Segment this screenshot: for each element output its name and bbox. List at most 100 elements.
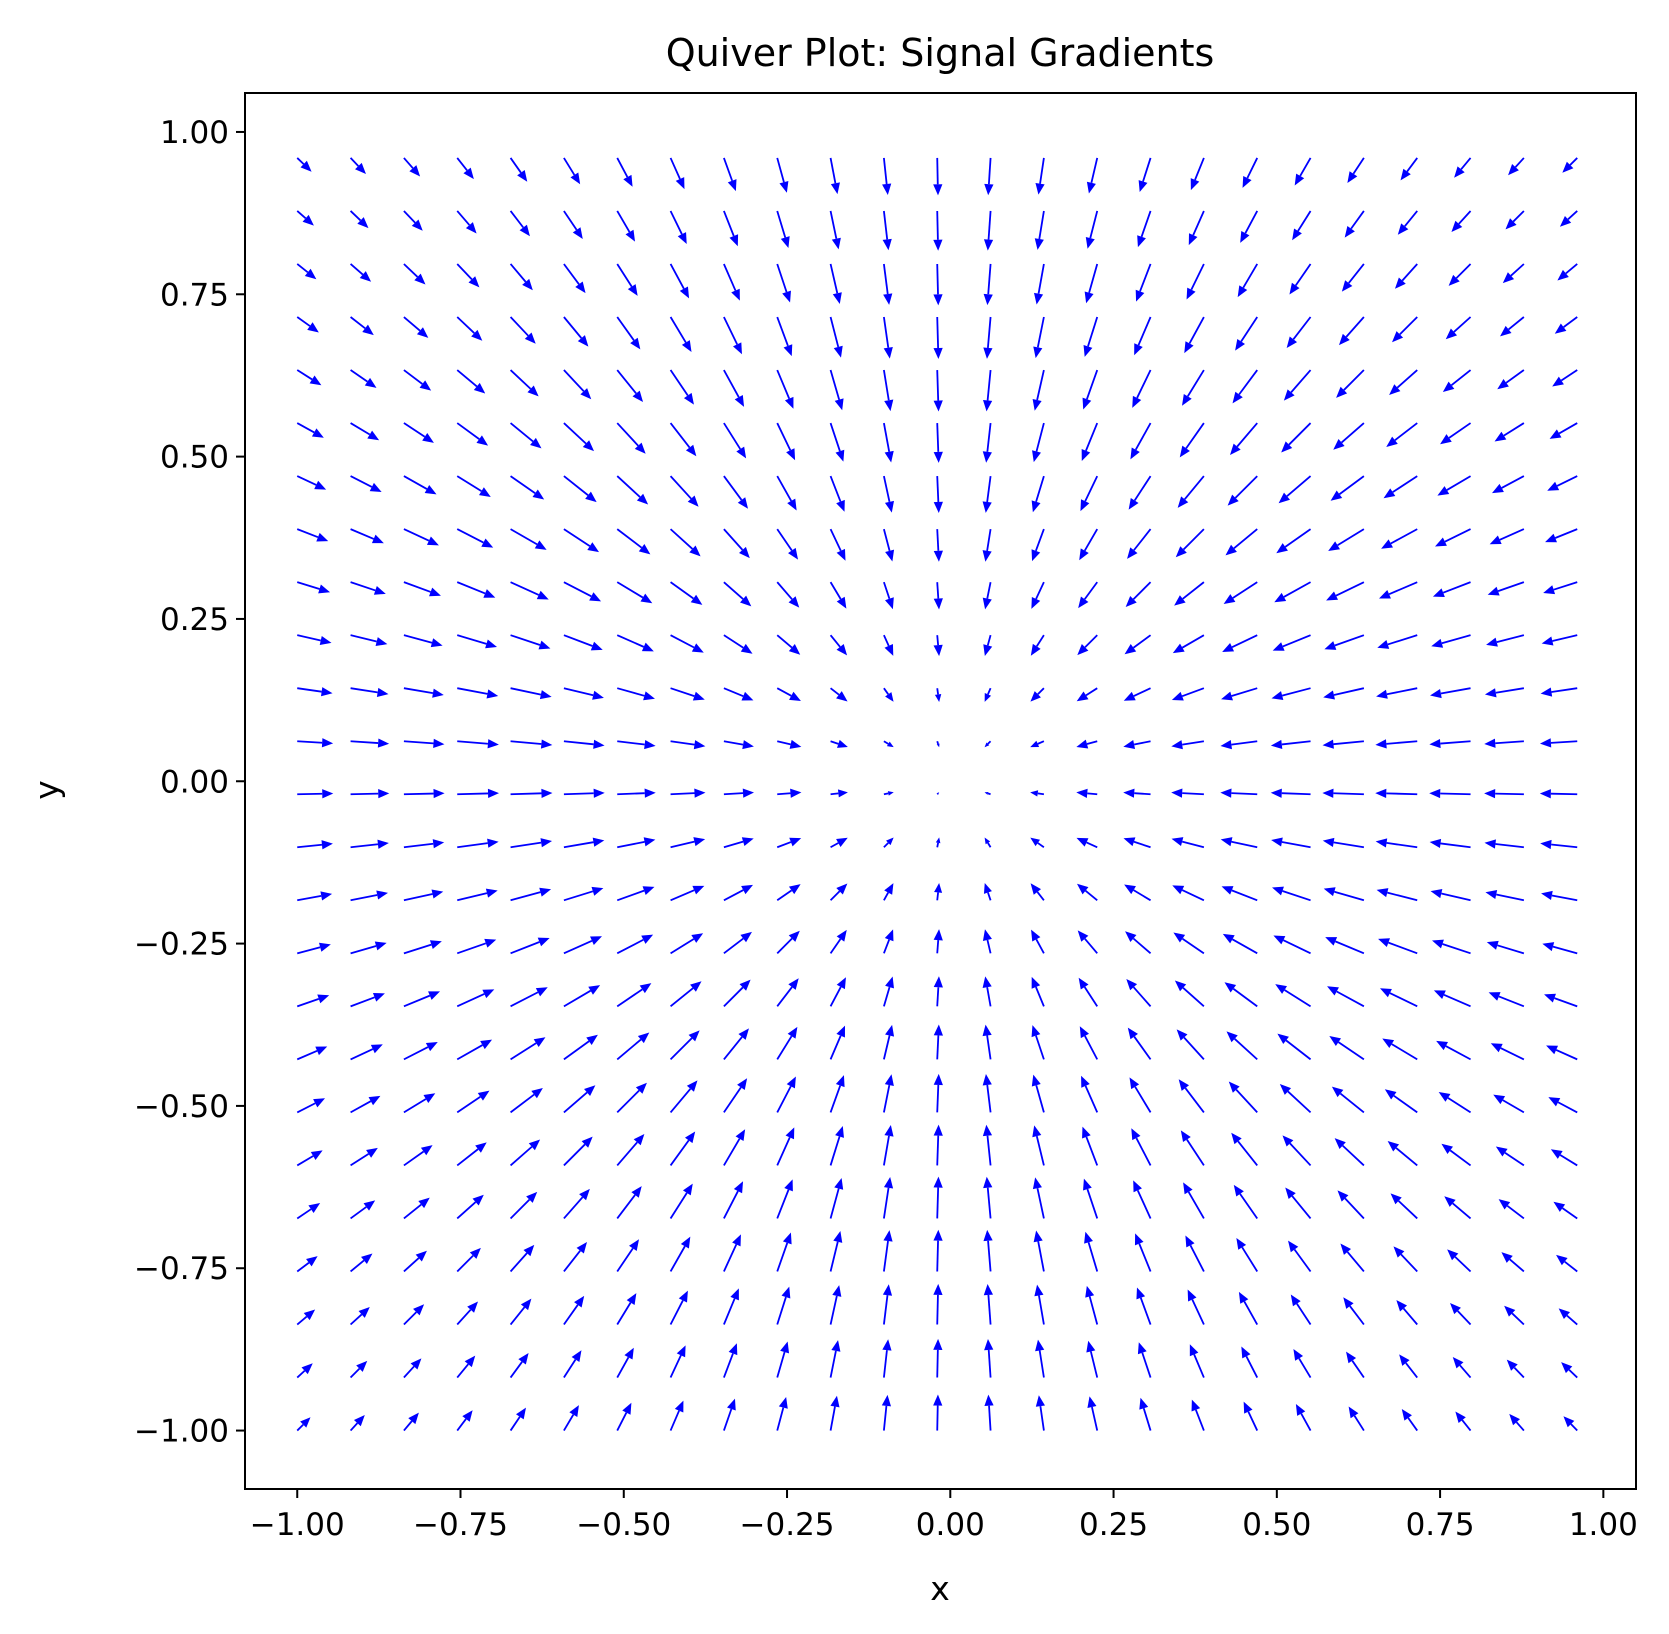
- quiver-arrow: [457, 838, 499, 849]
- quiver-arrow: [1540, 687, 1578, 697]
- x-tick-label: 0.00: [916, 1507, 985, 1543]
- quiver-arrow: [616, 316, 641, 350]
- quiver-arrow: [1271, 687, 1311, 701]
- quiver-arrow: [1324, 634, 1365, 650]
- quiver-arrow: [1084, 1231, 1099, 1272]
- quiver-arrow: [1139, 1397, 1152, 1431]
- quiver-arrow: [296, 263, 317, 280]
- quiver-arrow: [723, 884, 754, 902]
- quiver-arrow: [349, 1307, 370, 1326]
- quiver-arrow: [1401, 1408, 1418, 1432]
- quiver-arrow: [1032, 369, 1045, 411]
- quiver-arrow: [933, 370, 943, 412]
- quiver-arrow: [1081, 422, 1099, 461]
- quiver-arrow: [1087, 1396, 1099, 1431]
- quiver-arrow: [1484, 788, 1524, 799]
- quiver-arrow: [1137, 1342, 1152, 1378]
- quiver-arrow: [883, 837, 894, 848]
- quiver-arrow: [563, 157, 581, 185]
- quiver-arrow: [776, 1026, 798, 1060]
- quiver-arrow: [983, 263, 993, 306]
- quiver-arrow: [1174, 581, 1205, 606]
- quiver-arrow: [1123, 788, 1151, 798]
- quiver-arrow: [350, 890, 388, 902]
- quiver-arrow: [1294, 157, 1312, 186]
- quiver-arrow: [1233, 1184, 1258, 1219]
- quiver-arrow: [616, 634, 654, 652]
- quiver-arrow: [296, 1203, 321, 1220]
- quiver-arrow: [509, 1298, 532, 1326]
- quiver-arrow: [1323, 687, 1365, 700]
- quiver-arrow: [777, 788, 802, 798]
- quiver-arrow: [670, 933, 704, 955]
- quiver-arrow: [1271, 837, 1311, 849]
- quiver-arrow: [936, 792, 940, 795]
- quiver-arrow: [1270, 739, 1311, 750]
- quiver-arrow: [1322, 739, 1364, 749]
- quiver-arrow: [296, 581, 331, 594]
- quiver-arrow: [1434, 528, 1471, 547]
- quiver-arrow: [1288, 1240, 1312, 1273]
- quiver-arrow: [723, 634, 753, 654]
- quiver-arrow: [933, 1283, 943, 1325]
- quiver-arrow: [933, 529, 943, 562]
- quiver-arrow: [982, 929, 992, 954]
- quiver-arrow: [1242, 157, 1259, 188]
- quiver-arrow: [829, 369, 844, 411]
- quiver-arrow: [1186, 263, 1205, 300]
- quiver-arrow: [350, 992, 385, 1008]
- quiver-arrow: [1222, 933, 1258, 955]
- quiver-arrow: [1493, 1094, 1525, 1114]
- quiver-arrow: [669, 1400, 684, 1431]
- quiver-arrow: [1084, 263, 1099, 304]
- x-tick-label: 0.75: [1406, 1507, 1475, 1543]
- quiver-arrow: [1077, 634, 1098, 656]
- quiver-arrow: [1547, 475, 1578, 491]
- quiver-arrow: [1032, 1125, 1045, 1166]
- quiver-arrow: [563, 528, 600, 553]
- quiver-arrow: [1085, 210, 1099, 249]
- quiver-arrow: [670, 837, 706, 849]
- quiver-arrow: [456, 634, 497, 649]
- quiver-arrow: [1079, 1026, 1099, 1060]
- quiver-arrow: [456, 263, 480, 288]
- quiver-arrow: [1553, 1201, 1578, 1220]
- quiver-arrow: [350, 1200, 376, 1220]
- quiver-arrow: [350, 738, 390, 748]
- quiver-arrow: [1450, 1302, 1472, 1326]
- quiver-arrow: [1433, 990, 1471, 1008]
- quiver-arrow: [1281, 422, 1312, 453]
- quiver-arrow: [563, 475, 597, 503]
- quiver-arrow: [1185, 1235, 1205, 1272]
- quiver-arrow: [456, 1142, 487, 1167]
- quiver-arrow: [1558, 1308, 1578, 1326]
- quiver-arrow: [1484, 738, 1524, 748]
- quiver-arrow: [723, 528, 750, 559]
- quiver-arrow: [1030, 740, 1045, 748]
- quiver-arrow: [616, 1347, 634, 1378]
- quiver-arrow: [723, 837, 754, 849]
- quiver-arrow: [984, 1394, 994, 1431]
- quiver-arrow: [1076, 739, 1098, 749]
- quiver-arrow: [1172, 634, 1205, 654]
- quiver-arrow: [456, 475, 491, 497]
- quiver-arrow: [776, 1286, 791, 1325]
- quiver-arrow: [829, 422, 845, 462]
- quiver-arrow: [509, 263, 533, 291]
- quiver-arrow: [617, 837, 656, 849]
- quiver-arrow: [510, 475, 545, 500]
- quiver-arrow: [1230, 422, 1258, 456]
- quiver-arrow: [403, 1358, 422, 1379]
- quiver-arrow: [1484, 687, 1525, 698]
- quiver-arrow: [1336, 369, 1365, 398]
- quiver-arrow: [829, 316, 843, 358]
- quiver-arrow: [457, 739, 499, 749]
- quiver-arrow: [1379, 581, 1418, 599]
- quiver-arrow: [349, 210, 369, 229]
- quiver-arrow: [1175, 528, 1205, 558]
- quiver-arrow: [983, 316, 993, 359]
- quiver-arrow: [1444, 1196, 1472, 1220]
- quiver-arrow: [1285, 1187, 1312, 1220]
- quiver-arrow: [1183, 1182, 1205, 1219]
- quiver-arrow: [723, 740, 754, 750]
